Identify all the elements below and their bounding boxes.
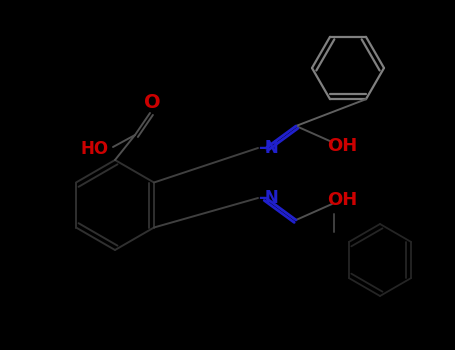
Text: -N: -N xyxy=(258,189,279,207)
Text: O: O xyxy=(144,93,160,112)
Text: OH: OH xyxy=(327,137,357,155)
Text: HO: HO xyxy=(81,140,109,158)
Text: -N: -N xyxy=(258,139,279,157)
Text: OH: OH xyxy=(327,191,357,209)
